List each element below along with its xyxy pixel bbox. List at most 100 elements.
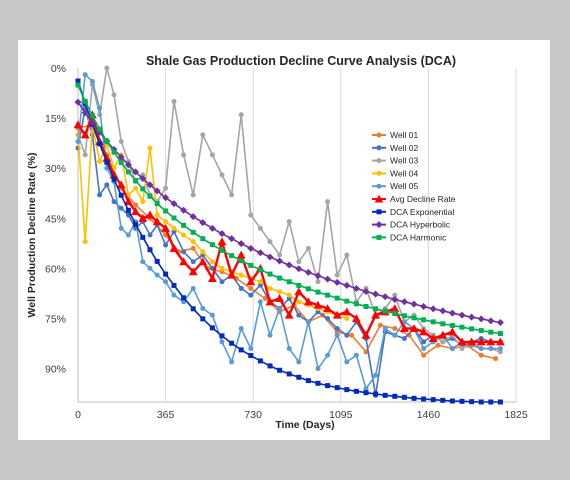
- well-03-point: [459, 346, 465, 352]
- dca-harmonic-point: [449, 323, 455, 329]
- well-05-point: [421, 346, 427, 352]
- dca-harmonic-point: [125, 169, 131, 175]
- dca-harmonic-point: [459, 324, 465, 330]
- avg-decline-rate-point: [476, 337, 486, 346]
- dca-hyperbolic-point: [153, 187, 161, 195]
- x-tick-label: 1460: [417, 409, 441, 421]
- well-03-point: [238, 112, 244, 118]
- well-05-point: [238, 326, 244, 332]
- legend-item-dca-harmonic: DCA Harmonic: [372, 232, 447, 242]
- well-04-point: [267, 285, 273, 291]
- dca-exponential-point: [373, 391, 379, 397]
- avg-decline-rate-point: [467, 337, 476, 346]
- y-tick-label: 60%: [45, 263, 66, 275]
- dca-hyperbolic-point: [468, 313, 476, 321]
- avg-decline-rate-point: [145, 210, 155, 219]
- dca-harmonic-point: [421, 317, 427, 323]
- dca-hyperbolic-point: [81, 109, 89, 117]
- well-01-point: [421, 352, 427, 358]
- avg-decline-rate-point: [294, 287, 304, 296]
- dca-hyperbolic-point: [352, 284, 360, 292]
- avg-decline-rate-point: [390, 304, 400, 312]
- well-03-point: [219, 172, 225, 178]
- dca-exponential-point: [469, 399, 475, 405]
- well-05-point: [344, 359, 350, 365]
- dca-harmonic-point: [363, 303, 369, 309]
- dca-hyperbolic-point: [132, 168, 140, 176]
- well-02-series: [75, 105, 503, 398]
- well-05-point: [163, 279, 169, 285]
- well-05-point: [267, 332, 273, 338]
- well-03-point: [392, 292, 398, 298]
- avg-decline-rate-point: [198, 257, 208, 266]
- series-layer: [73, 65, 505, 405]
- avg-decline-rate-point: [152, 217, 162, 226]
- dca-exponential-point: [97, 141, 103, 147]
- dca-harmonic-point: [248, 262, 254, 268]
- well-05-point: [305, 319, 311, 325]
- dca-exponential-point: [449, 398, 455, 404]
- well-03-point: [111, 92, 117, 98]
- well-05-point: [89, 78, 95, 84]
- well-02-point: [219, 279, 225, 285]
- avg-decline-rate-point: [138, 213, 148, 222]
- dca-hyperbolic-point: [117, 153, 125, 161]
- well-03-point: [277, 252, 283, 258]
- avg-decline-rate-point: [438, 330, 448, 339]
- well-05-point: [209, 312, 215, 318]
- dca-harmonic-point: [97, 126, 103, 132]
- avg-decline-rate-point: [284, 310, 294, 319]
- well-01-point: [478, 352, 484, 358]
- dca-exponential-series: [75, 78, 503, 405]
- legend-label: Avg Decline Rate: [390, 194, 456, 204]
- x-tick-label: 365: [157, 409, 175, 421]
- dca-exponential-point: [171, 282, 177, 288]
- well-03-point: [267, 239, 273, 245]
- dca-exponential-point: [111, 176, 117, 182]
- avg-decline-rate-point: [116, 180, 126, 189]
- dca-hyperbolic-point: [189, 213, 197, 221]
- y-axis-label: Well Production Decline Rate (%): [26, 153, 38, 318]
- well-05-point: [315, 366, 321, 372]
- legend-swatch-marker: [376, 209, 382, 215]
- dca-exponential-point: [363, 390, 369, 396]
- well-05-point: [190, 285, 196, 291]
- well-05-point: [373, 372, 379, 378]
- dca-exponential-point: [277, 367, 283, 373]
- avg-decline-rate-point: [80, 130, 90, 139]
- well-05-point: [97, 105, 103, 111]
- x-tick-label: 730: [244, 409, 262, 421]
- well-05-point: [277, 305, 283, 311]
- dca-exponential-point: [296, 374, 302, 380]
- well-02-point: [296, 312, 302, 318]
- dca-hyperbolic-point: [448, 309, 456, 317]
- dca-harmonic-point: [315, 289, 321, 295]
- avg-decline-rate-point: [275, 294, 284, 302]
- dca-hyperbolic-point: [295, 265, 303, 273]
- dca-harmonic-point: [382, 308, 388, 314]
- dca-harmonic-point: [286, 279, 292, 285]
- legend-swatch-marker: [376, 132, 382, 138]
- well-02-point: [344, 332, 350, 338]
- dca-exponential-point: [325, 383, 331, 389]
- dca-exponential-point: [163, 271, 169, 277]
- well-03-point: [163, 185, 169, 191]
- chart-area: Shale Gas Production Decline Curve Analy…: [18, 40, 550, 440]
- dca-exponential-point: [248, 353, 254, 359]
- well-01-point: [392, 326, 398, 332]
- y-tick-label: 0%: [51, 63, 66, 75]
- well-05-point: [334, 332, 340, 338]
- legend-swatch-marker: [375, 221, 383, 229]
- dca-hyperbolic-point: [381, 293, 389, 301]
- dca-harmonic-point: [238, 258, 244, 264]
- dca-hyperbolic-point: [362, 287, 370, 295]
- well-05-point: [248, 346, 254, 352]
- well-03-point: [296, 259, 302, 265]
- well-02-point: [111, 199, 117, 205]
- dca-exponential-point: [140, 234, 146, 240]
- well-05-point: [382, 326, 388, 332]
- dca-exponential-point: [478, 399, 484, 405]
- dca-exponential-point: [181, 295, 187, 301]
- avg-decline-rate-point: [188, 267, 198, 276]
- dca-harmonic-point: [104, 138, 110, 144]
